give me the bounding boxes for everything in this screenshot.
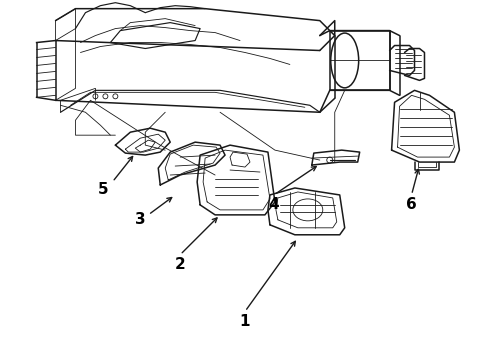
Text: 1: 1 [240, 314, 250, 329]
Text: 6: 6 [406, 197, 417, 212]
Text: 5: 5 [98, 183, 109, 198]
Text: 3: 3 [135, 212, 146, 228]
Text: 2: 2 [175, 257, 186, 272]
Text: 4: 4 [269, 197, 279, 212]
